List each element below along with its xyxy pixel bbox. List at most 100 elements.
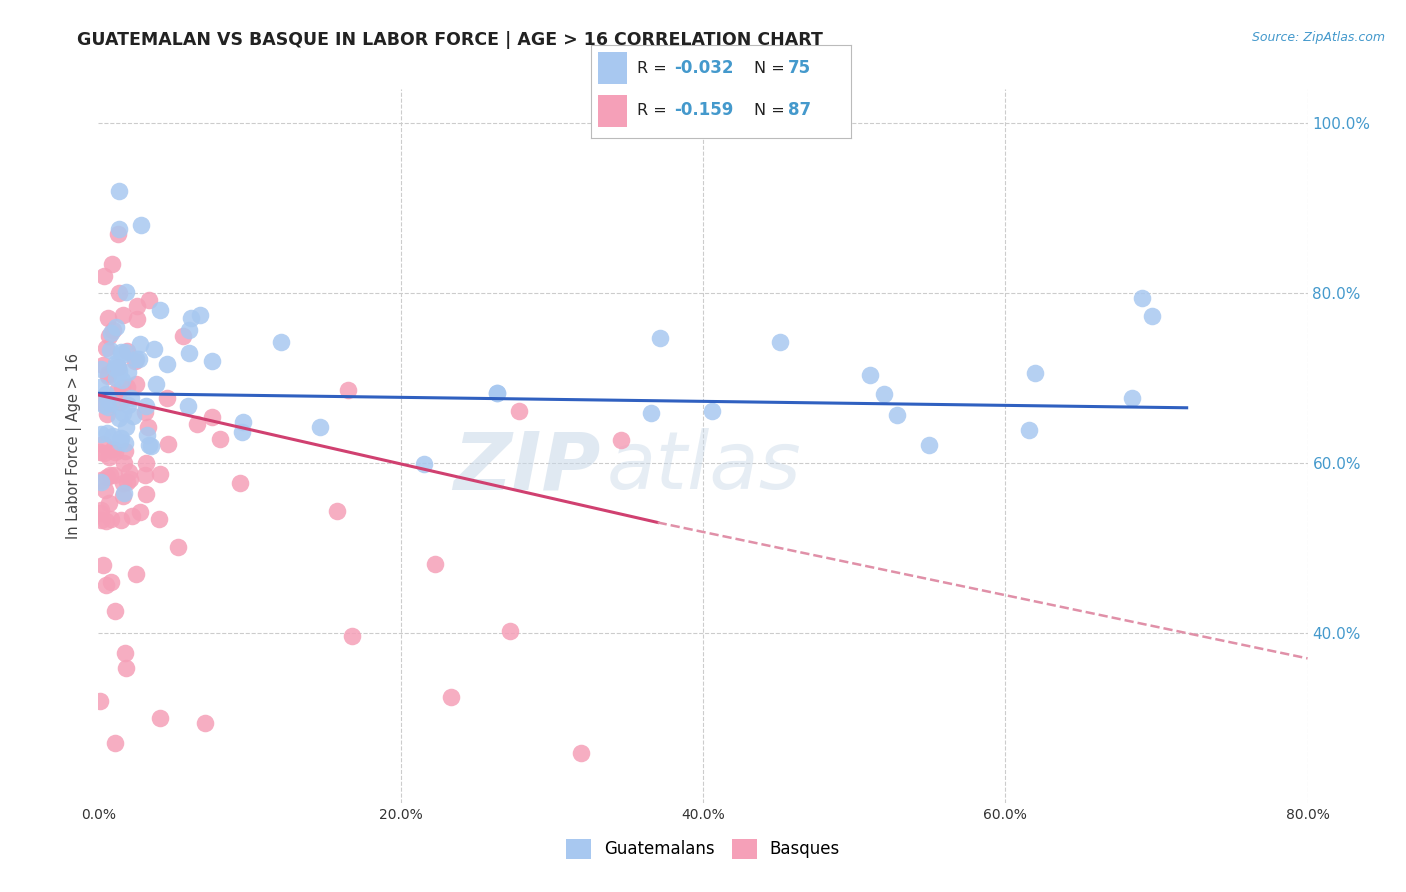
Point bbox=[156, 357, 179, 371]
Text: R =: R = bbox=[637, 103, 678, 118]
Point bbox=[97, 450, 120, 464]
Point bbox=[89, 379, 111, 393]
Point bbox=[1018, 424, 1040, 438]
Point bbox=[107, 359, 129, 374]
Point bbox=[97, 369, 120, 384]
Point bbox=[136, 428, 159, 442]
Point bbox=[121, 509, 143, 524]
Point bbox=[114, 444, 136, 458]
Point bbox=[180, 311, 202, 326]
Point bbox=[172, 329, 194, 343]
Text: Source: ZipAtlas.com: Source: ZipAtlas.com bbox=[1251, 31, 1385, 45]
Point bbox=[128, 351, 150, 366]
Point bbox=[138, 438, 160, 452]
Point bbox=[104, 361, 127, 376]
Point bbox=[149, 302, 172, 317]
Point bbox=[125, 567, 148, 582]
Point bbox=[326, 504, 349, 518]
Point bbox=[107, 227, 129, 241]
Point bbox=[91, 359, 114, 373]
Text: N =: N = bbox=[755, 61, 790, 76]
Point bbox=[135, 399, 157, 413]
Point bbox=[336, 383, 359, 397]
Text: -0.032: -0.032 bbox=[673, 59, 734, 77]
Point bbox=[232, 415, 254, 429]
Point bbox=[201, 353, 224, 368]
Point bbox=[125, 299, 148, 313]
Point bbox=[112, 308, 135, 322]
Point bbox=[508, 404, 530, 418]
Point bbox=[1121, 391, 1143, 405]
Point bbox=[118, 466, 141, 480]
Point bbox=[107, 410, 129, 425]
Point bbox=[114, 436, 136, 450]
Point bbox=[769, 334, 792, 349]
Point bbox=[110, 431, 132, 445]
Point bbox=[499, 624, 522, 639]
Point bbox=[100, 257, 122, 271]
Point bbox=[129, 337, 152, 351]
Point bbox=[90, 475, 112, 490]
Point bbox=[872, 387, 894, 401]
Point bbox=[918, 438, 941, 452]
Point bbox=[112, 456, 135, 470]
Point bbox=[115, 475, 138, 490]
Bar bbox=[599, 95, 627, 127]
Point bbox=[115, 380, 138, 394]
Point bbox=[201, 410, 224, 425]
Point bbox=[94, 341, 117, 355]
Legend: Guatemalans, Basques: Guatemalans, Basques bbox=[560, 832, 846, 866]
Point bbox=[118, 472, 141, 486]
Point bbox=[122, 409, 145, 423]
Point bbox=[486, 385, 509, 400]
Point bbox=[105, 384, 128, 399]
Point bbox=[270, 334, 292, 349]
Point bbox=[104, 736, 127, 750]
Point bbox=[93, 483, 115, 497]
Point bbox=[108, 184, 131, 198]
Point bbox=[104, 356, 127, 370]
Point bbox=[134, 405, 156, 419]
Text: GUATEMALAN VS BASQUE IN LABOR FORCE | AGE > 16 CORRELATION CHART: GUATEMALAN VS BASQUE IN LABOR FORCE | AG… bbox=[77, 31, 823, 49]
Point bbox=[105, 358, 128, 372]
Point bbox=[90, 395, 112, 409]
Point bbox=[149, 467, 172, 482]
Point bbox=[104, 604, 127, 618]
Point bbox=[98, 496, 121, 510]
Point bbox=[129, 505, 152, 519]
Point bbox=[89, 445, 111, 459]
Point bbox=[110, 434, 132, 449]
Point bbox=[91, 558, 114, 572]
Point bbox=[98, 343, 121, 357]
Point bbox=[193, 716, 215, 731]
Point bbox=[124, 354, 146, 368]
Point bbox=[124, 376, 146, 391]
Point bbox=[117, 343, 139, 358]
Text: 75: 75 bbox=[789, 59, 811, 77]
Point bbox=[186, 417, 208, 431]
Text: R =: R = bbox=[637, 61, 672, 76]
Point bbox=[188, 308, 211, 322]
Point bbox=[1130, 291, 1153, 305]
Point bbox=[131, 218, 153, 232]
Text: atlas: atlas bbox=[606, 428, 801, 507]
Point bbox=[90, 503, 112, 517]
Point bbox=[136, 419, 159, 434]
Point bbox=[112, 475, 135, 490]
Point bbox=[167, 540, 190, 554]
Point bbox=[117, 398, 139, 412]
Point bbox=[148, 512, 170, 526]
Point bbox=[93, 398, 115, 412]
Point bbox=[97, 328, 120, 343]
Point bbox=[440, 690, 463, 704]
Point bbox=[108, 395, 131, 409]
Point bbox=[569, 747, 592, 761]
Point bbox=[97, 400, 120, 414]
Point bbox=[105, 371, 128, 385]
Point bbox=[340, 629, 363, 643]
Point bbox=[135, 487, 157, 501]
Point bbox=[91, 437, 114, 451]
Point bbox=[640, 406, 662, 420]
Point bbox=[114, 345, 136, 359]
Point bbox=[104, 320, 127, 334]
